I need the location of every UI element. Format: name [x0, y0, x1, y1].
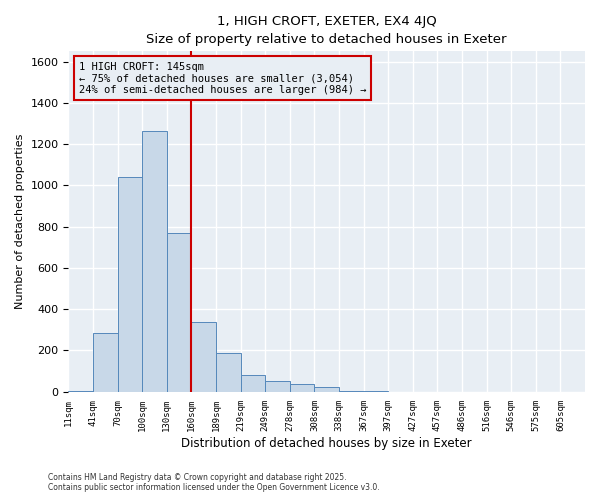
- Y-axis label: Number of detached properties: Number of detached properties: [15, 134, 25, 309]
- Bar: [290, 384, 314, 392]
- X-axis label: Distribution of detached houses by size in Exeter: Distribution of detached houses by size …: [181, 437, 472, 450]
- Title: 1, HIGH CROFT, EXETER, EX4 4JQ
Size of property relative to detached houses in E: 1, HIGH CROFT, EXETER, EX4 4JQ Size of p…: [146, 15, 507, 46]
- Bar: [241, 375, 265, 392]
- Bar: [216, 354, 241, 392]
- Bar: [339, 390, 364, 392]
- Bar: [93, 333, 118, 392]
- Bar: [167, 233, 191, 392]
- Bar: [68, 390, 93, 392]
- Bar: [265, 381, 290, 392]
- Text: Contains HM Land Registry data © Crown copyright and database right 2025.
Contai: Contains HM Land Registry data © Crown c…: [48, 473, 380, 492]
- Text: 1 HIGH CROFT: 145sqm
← 75% of detached houses are smaller (3,054)
24% of semi-de: 1 HIGH CROFT: 145sqm ← 75% of detached h…: [79, 62, 366, 94]
- Bar: [142, 130, 167, 392]
- Bar: [118, 177, 142, 392]
- Bar: [314, 387, 339, 392]
- Bar: [191, 322, 216, 392]
